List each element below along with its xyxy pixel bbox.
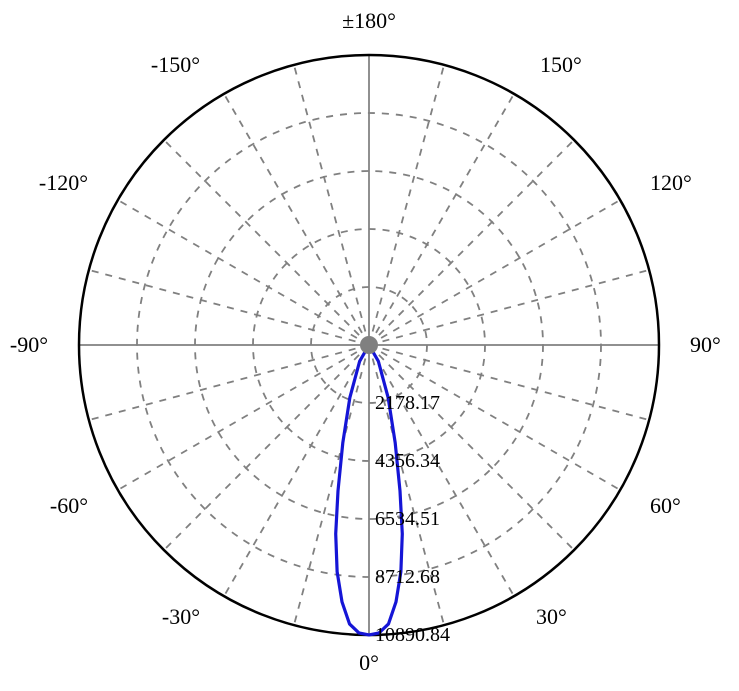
angle-label: 150° [540,52,582,77]
angle-label: 60° [650,493,681,518]
angle-label: -30° [162,604,200,629]
radial-tick-label: 6534.51 [375,508,440,530]
angle-label: 120° [650,170,692,195]
radial-tick-label: 8712.68 [375,566,440,588]
angle-label: ±180° [342,8,396,33]
angle-label: 90° [690,332,721,357]
angle-label: -120° [39,170,88,195]
angle-label: 0° [359,650,379,675]
radial-tick-label: 10890.84 [375,624,450,646]
angle-label: -60° [50,493,88,518]
angle-label: 30° [536,604,567,629]
radial-tick-label: 2178.17 [375,392,440,414]
polar-svg: 2178.17 4356.34 6534.51 8712.68 10890.84 ±180… [0,0,739,691]
radial-tick-label: 4356.34 [375,450,440,472]
angle-label: -90° [10,332,48,357]
polar-chart: 2178.17 4356.34 6534.51 8712.68 10890.84 ±180… [0,0,739,691]
angle-label: -150° [151,52,200,77]
